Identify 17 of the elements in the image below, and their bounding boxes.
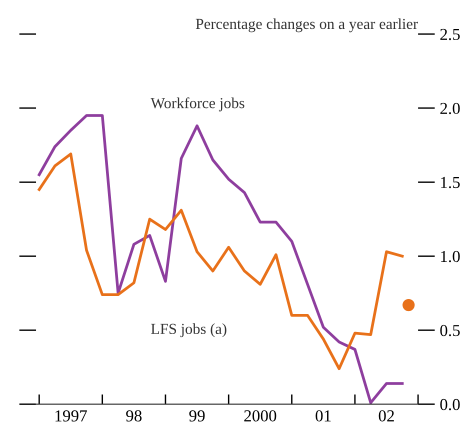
y-tick-label: 1.5	[441, 176, 460, 188]
x-tick-label: 02	[378, 410, 394, 422]
y-axis-title: Percentage changes on a year earlier	[196, 18, 418, 32]
y-tick-label: 1.0	[441, 250, 460, 262]
line-series	[38, 114, 404, 404]
y-tick-label: 0.0	[440, 398, 460, 410]
series-label: Workforce jobs	[150, 97, 244, 112]
x-tick-label: 01	[316, 410, 331, 422]
x-tick-label: 2000	[244, 410, 276, 422]
y-tick-label: 0.5	[440, 324, 460, 336]
x-tick-label: 99	[189, 410, 205, 422]
y-tick-label: 2.5	[440, 28, 460, 40]
x-tick-label: 1997	[56, 410, 87, 422]
line-series	[38, 152, 404, 370]
x-tick-label: 98	[126, 410, 142, 422]
text: LFS jobs (a)	[151, 323, 226, 338]
y-tick-label: 2.0	[440, 102, 460, 114]
